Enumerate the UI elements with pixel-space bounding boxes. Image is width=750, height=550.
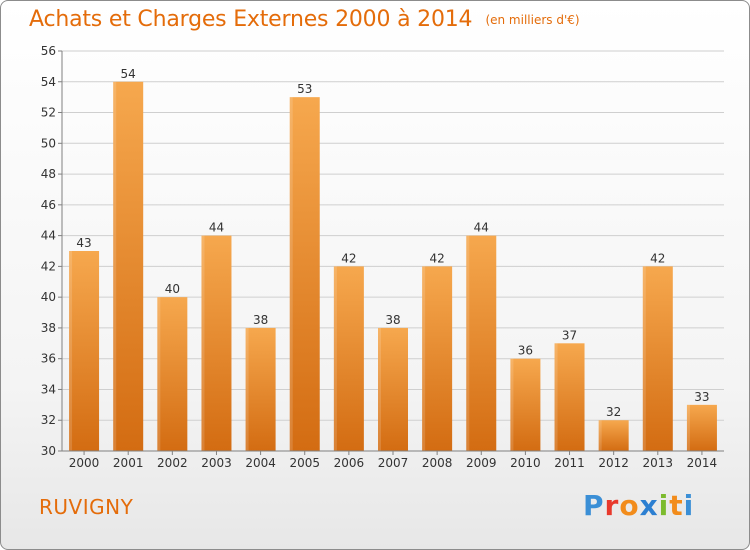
data-label: 37 [562,328,577,342]
data-label: 38 [253,313,268,327]
x-tick-label: 2002 [157,456,188,470]
bar [554,343,585,451]
bar-highlight [69,251,73,451]
x-tick-label: 2004 [245,456,276,470]
bar [686,404,717,451]
bar [113,81,144,452]
data-label: 54 [121,67,136,81]
bar [289,97,320,452]
data-label: 32 [606,405,621,419]
y-tick-label: 46 [41,198,56,212]
axes [58,50,724,455]
bar-highlight [245,327,249,451]
data-label: 40 [165,282,180,296]
data-label: 44 [474,221,489,235]
y-tick-label: 56 [41,44,56,58]
bar-highlight [113,81,117,452]
x-tick-label: 2012 [598,456,629,470]
bar-highlight [422,266,426,451]
bar [598,420,629,451]
y-tick-label: 30 [41,444,56,458]
y-tick-label: 38 [41,321,56,335]
y-tick-label: 42 [41,259,56,273]
data-label: 44 [209,221,224,235]
logo-letter: P [583,489,605,522]
x-tick-label: 2009 [466,456,497,470]
y-tick-label: 44 [41,229,56,243]
bar [466,235,497,451]
bar-highlight [686,404,690,451]
data-label: 42 [650,251,665,265]
logo-letter: i [683,489,695,522]
x-tick-label: 2007 [378,456,409,470]
x-tick-label: 2010 [510,456,541,470]
x-tick-label: 2008 [422,456,453,470]
bar [510,358,541,451]
bar-highlight [157,297,161,451]
x-tick-label: 2001 [113,456,144,470]
data-label: 33 [694,390,709,404]
bar [157,297,188,451]
logo-letter: t [669,489,684,522]
data-label: 42 [429,251,444,265]
data-label: 38 [385,313,400,327]
y-tick-label: 54 [41,75,56,89]
y-tick-label: 50 [41,136,56,150]
bar [333,266,364,451]
labels: 30 32 34 36 38 40 42 44 46 48 50 52 54 56 43 2000 54 2001… [41,44,717,470]
bar [422,266,453,451]
bar-highlight [289,97,293,452]
y-tick-label: 48 [41,167,56,181]
y-tick-label: 34 [41,382,56,396]
bar [69,251,100,451]
logo-letter: r [604,489,620,522]
y-tick-label: 36 [41,352,56,366]
bar-highlight [466,235,470,451]
bar-highlight [642,266,646,451]
data-label: 53 [297,82,312,96]
chart-title: Achats et Charges Externes 2000 à 2014 [29,7,473,32]
x-tick-label: 2000 [69,456,100,470]
x-tick-label: 2005 [289,456,320,470]
bar-highlight [333,266,337,451]
bar-highlight [554,343,558,451]
chart-unit: (en milliers d'€) [485,13,580,27]
logo-letter: x [639,489,659,522]
location-label: RUVIGNY [39,495,134,519]
x-tick-label: 2006 [334,456,365,470]
chart-title-block: Achats et Charges Externes 2000 à 2014 (… [29,7,580,32]
bar-highlight [378,327,381,451]
bar [378,327,408,451]
bar-highlight [201,235,205,451]
bar [201,235,232,451]
bars [69,81,717,452]
logo-letter: o [619,489,640,522]
bar [642,266,673,451]
y-tick-label: 32 [41,413,56,427]
bar [245,327,276,451]
data-label: 43 [76,236,91,250]
bar-highlight [598,420,602,451]
x-tick-label: 2003 [201,456,232,470]
y-tick-label: 52 [41,106,56,120]
x-tick-label: 2011 [554,456,585,470]
y-tick-label: 40 [41,290,56,304]
x-tick-label: 2014 [687,456,718,470]
data-label: 36 [518,344,533,358]
logo-letter: i [658,489,670,522]
proxiti-logo: Proxiti [583,489,694,522]
x-tick-label: 2013 [643,456,674,470]
bar-highlight [510,358,514,451]
data-label: 42 [341,251,356,265]
